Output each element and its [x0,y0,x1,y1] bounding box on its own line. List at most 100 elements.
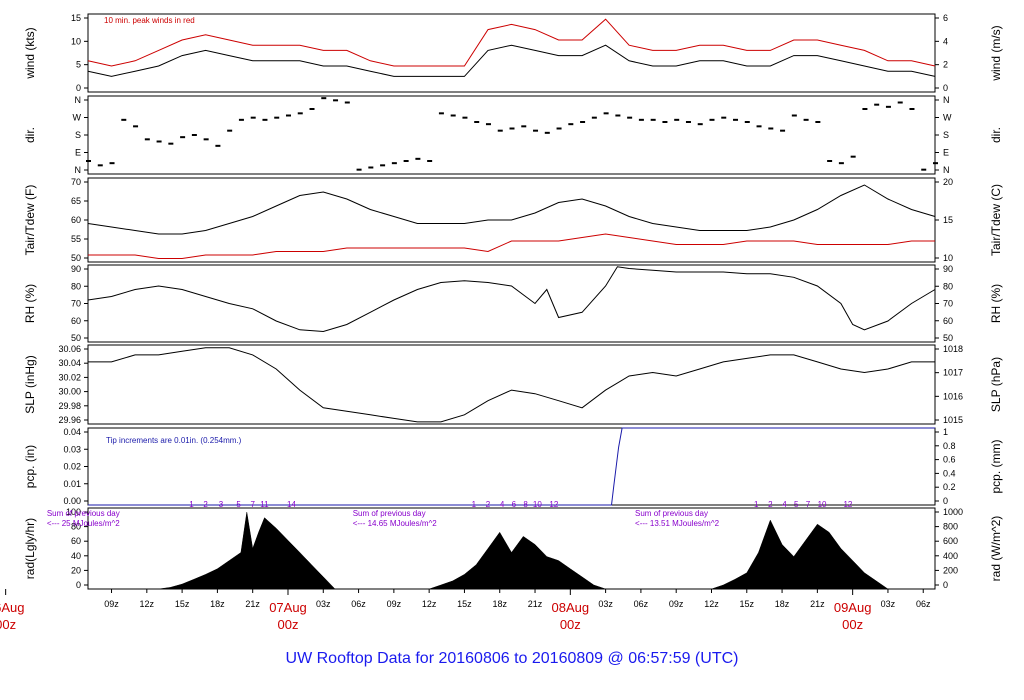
data-point [568,123,574,126]
data-point [168,142,174,145]
x-tick-label: 21z [810,599,825,609]
data-point [591,116,597,119]
line-series-mean [87,44,936,77]
data-point [427,160,433,162]
data-point [109,162,115,165]
right-tick-label: 1018 [943,344,963,354]
cloud-marker: 2 [486,500,491,509]
data-point [733,118,739,121]
right-tick-label: 90 [943,264,953,274]
data-point [403,160,409,162]
data-point [415,157,421,160]
data-point [827,160,833,162]
data-point [556,127,562,130]
panel-temp: 50 55 60 65 70 10 15 20 Tair/Tdew (F) Tair/Tdew (… [23,177,1003,263]
right-axis-title: RH (%) [989,284,1003,323]
cloud-marker: 5 [236,500,241,509]
data-point [838,162,844,165]
left-tick-label: 80 [71,281,81,291]
data-point [215,144,221,147]
cloud-marker: 7 [250,500,255,509]
left-tick-label: 0 [76,83,81,93]
panel-pcp: 0.00 0.01 0.02 0.03 0.04 0 0.2 0.4 0.6 0.8 1 pcp. (… [23,427,1003,506]
data-point [180,136,186,139]
data-point [238,118,244,121]
x-tick-label: 03z [881,599,896,609]
data-point [697,123,703,126]
left-tick-label: 55 [71,234,81,244]
footer-title: UW Rooftop Data for 20160806 to 20160809… [285,650,739,667]
data-point [250,116,256,119]
left-tick-label: N [75,95,82,105]
left-tick-label: N [75,165,82,175]
data-point [344,101,350,104]
x-tick-label: 15z [457,599,472,609]
left-tick-label: 10 [71,36,81,46]
daily-sum-line1: Sum of previous day [47,509,120,518]
data-point [133,125,139,128]
x-tick-label: 09z [104,599,119,609]
right-tick-label: 800 [943,522,958,532]
left-tick-label: 90 [71,264,81,274]
right-axis-title: wind (m/s) [989,25,1003,81]
day-label-date: 08Aug [552,600,590,615]
data-point [121,118,127,121]
panel-frame [87,344,936,425]
left-axis-title: RH (%) [23,284,37,323]
daily-sum-line2: <--- 14.65 MJoules/m^2 [353,519,438,528]
day-label-time: 00z [560,617,581,632]
right-axis-title: rad (W/m^2) [989,516,1003,582]
left-tick-label: 0.04 [63,427,81,437]
line-series-tair [87,184,936,235]
right-tick-label: 4 [943,36,948,46]
line-series-tdew [88,233,935,259]
data-point [485,123,491,126]
left-tick-label: 50 [71,253,81,263]
right-tick-label: 1000 [943,507,963,517]
data-point [391,162,397,165]
data-point [744,121,750,123]
right-tick-label: 0.8 [943,441,956,451]
data-point [897,101,903,104]
data-point [615,114,621,117]
data-point [521,125,527,128]
right-tick-label: 1017 [943,368,963,378]
right-tick-label: 80 [943,281,953,291]
cloud-marker: 10 [818,500,827,509]
data-point [709,118,715,121]
left-tick-label: 29.98 [58,401,81,411]
data-point [874,103,880,106]
daily-sum-line1: Sum of previous day [353,509,426,518]
x-tick-label: 15z [175,599,190,609]
data-point [721,116,727,119]
cloud-marker: 5 [794,500,799,509]
left-tick-label: 80 [71,522,81,532]
right-axis-title: SLP (hPa) [989,357,1003,412]
left-tick-label: 0.01 [63,479,81,489]
data-point [450,114,456,117]
panel-frame [87,264,936,343]
right-tick-label: 0 [943,83,948,93]
left-tick-label: 5 [76,60,81,70]
right-tick-label: S [943,130,949,140]
line-series-slp [88,347,935,423]
data-point [321,97,327,100]
left-tick-label: 20 [71,565,81,575]
data-point [97,164,103,167]
data-point [274,116,280,119]
x-tick-label: 12z [422,599,437,609]
right-tick-label: 15 [943,215,953,225]
day-label-date: 09Aug [834,600,872,615]
area-series-rad [88,511,935,590]
line-series-rh [87,266,936,333]
data-point [803,118,809,121]
cloud-marker: 7 [806,500,811,509]
x-tick-label: 18z [492,599,507,609]
left-axis-title: wind (kts) [23,27,37,79]
left-axis-title: Tair/Tdew (F) [23,185,37,256]
data-point [603,112,609,115]
right-tick-label: 60 [943,316,953,326]
data-point [674,118,680,121]
x-tick-label: 09z [387,599,402,609]
left-tick-label: 50 [71,333,81,343]
